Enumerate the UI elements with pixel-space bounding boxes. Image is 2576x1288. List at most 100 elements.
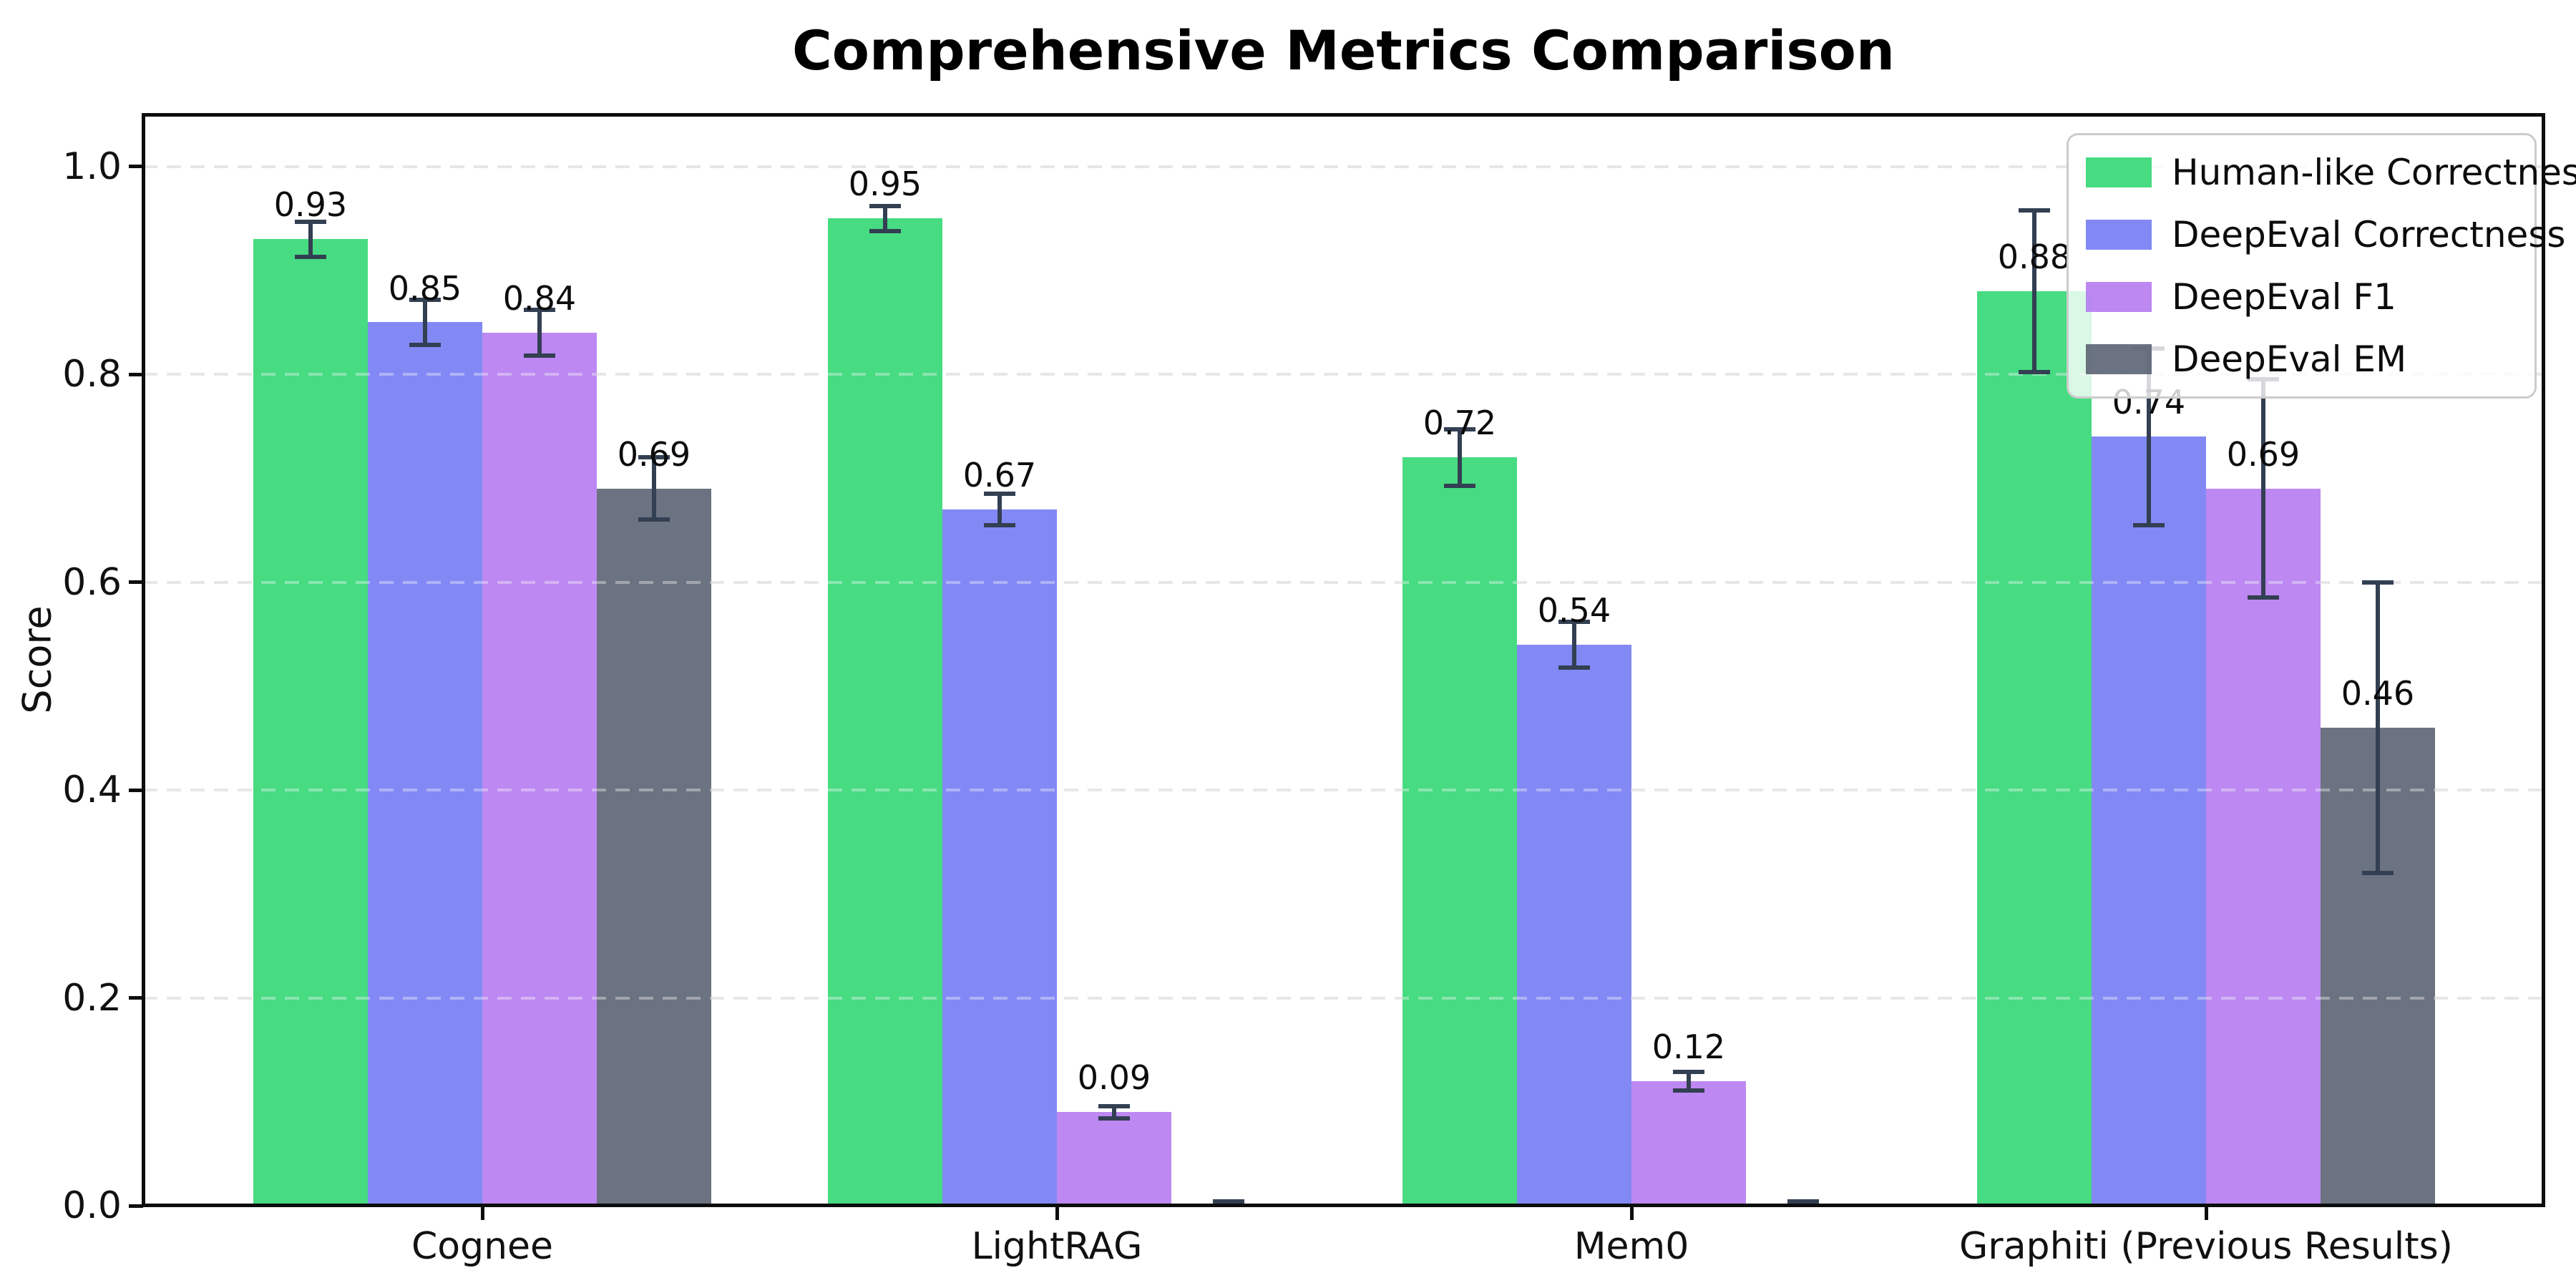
bar-value-label: 0.67 xyxy=(962,455,1037,494)
bar-value-label: 0.69 xyxy=(617,434,691,474)
y-tick-label: 0.0 xyxy=(62,1184,122,1227)
gridline-overlay xyxy=(143,996,2544,1000)
legend-item: DeepEval EM xyxy=(2086,338,2406,381)
error-bar-cap-bottom xyxy=(2248,595,2279,600)
bar-value-label: 0.46 xyxy=(2341,673,2415,713)
bar xyxy=(482,333,597,1206)
chart-title: Comprehensive Metrics Comparison xyxy=(792,19,1895,82)
bar xyxy=(1057,1112,1171,1206)
x-tick xyxy=(2204,1206,2208,1220)
x-tick-label: LightRAG xyxy=(971,1225,1143,1268)
error-bar-cap-top xyxy=(1673,1069,1704,1074)
x-tick-label: Graphiti (Previous Results) xyxy=(1959,1225,2453,1268)
gridline-overlay xyxy=(143,580,2544,584)
bar xyxy=(2092,436,2206,1206)
error-bar-cap-top xyxy=(869,203,901,208)
error-bar-cap-bottom xyxy=(869,228,901,233)
legend-swatch xyxy=(2086,344,2152,374)
error-bar xyxy=(1572,621,1576,668)
bar-value-label: 0.12 xyxy=(1652,1027,1726,1066)
legend: Human-like Correctness DeepEval Correctne… xyxy=(2067,133,2576,399)
bar xyxy=(942,509,1057,1206)
error-bar-cap-top xyxy=(984,492,1015,497)
bar xyxy=(828,218,942,1206)
bar xyxy=(368,322,482,1206)
error-bar xyxy=(1458,429,1462,486)
x-tick xyxy=(480,1206,484,1220)
gridline xyxy=(143,580,2544,584)
gridline-overlay xyxy=(143,373,2544,376)
bar-value-label: 0.54 xyxy=(1537,590,1611,630)
y-tick xyxy=(129,372,143,376)
y-tick xyxy=(129,580,143,585)
y-tick xyxy=(129,788,143,792)
error-bar-cap-bottom xyxy=(2019,370,2050,375)
error-bar-cap-bottom xyxy=(1673,1088,1704,1093)
bar xyxy=(597,488,711,1206)
error-bar-cap-top xyxy=(409,297,441,302)
error-bar-cap-bottom xyxy=(984,522,1015,527)
gridline-overlay xyxy=(143,165,2544,168)
y-tick-label: 0.2 xyxy=(62,976,122,1020)
legend-label: DeepEval Correctness xyxy=(2172,214,2566,255)
bar-value-label: 0.72 xyxy=(1423,404,1497,443)
error-bar-cap-bottom xyxy=(409,343,441,348)
error-bar-cap-top xyxy=(1787,1199,1819,1204)
x-tick xyxy=(1055,1206,1059,1220)
error-bar xyxy=(2147,348,2151,525)
error-bar-cap-top xyxy=(1444,427,1475,432)
bar xyxy=(253,239,368,1206)
y-axis-label-text: Score xyxy=(14,605,60,714)
bar-value-label: 0.69 xyxy=(2226,434,2301,474)
x-tick-label: Cognee xyxy=(411,1225,554,1268)
error-bar-cap-bottom xyxy=(524,353,555,358)
error-bar xyxy=(883,205,887,231)
y-tick xyxy=(129,996,143,1000)
gridline xyxy=(143,373,2544,376)
error-bar xyxy=(2032,210,2036,373)
bar-value-label: 0.88 xyxy=(1997,237,2072,276)
error-bar xyxy=(2376,582,2380,874)
bar xyxy=(1402,457,1517,1206)
error-bar xyxy=(423,299,427,346)
error-bar-cap-top xyxy=(2362,580,2394,585)
bar xyxy=(1631,1080,1746,1206)
error-bar xyxy=(2261,379,2265,598)
bar xyxy=(2206,488,2321,1206)
error-bar xyxy=(1112,1106,1116,1118)
error-bar-cap-bottom xyxy=(2133,522,2165,527)
error-bar-cap-top xyxy=(295,219,326,224)
error-bar-cap-bottom xyxy=(1444,483,1475,488)
error-bar-cap-top xyxy=(1213,1199,1244,1204)
error-bar-cap-bottom xyxy=(295,254,326,259)
legend-swatch xyxy=(2086,220,2152,250)
error-bar xyxy=(308,221,313,257)
error-bar-cap-top xyxy=(2019,208,2050,213)
bar xyxy=(1517,644,1631,1206)
bar-value-label: 0.85 xyxy=(388,268,462,308)
legend-item: Human-like Correctness xyxy=(2086,151,2576,194)
y-tick-label: 1.0 xyxy=(62,145,122,188)
error-bar-cap-bottom xyxy=(2362,871,2394,876)
y-tick xyxy=(129,165,143,169)
bar-value-label: 0.95 xyxy=(848,165,922,204)
bar-value-label: 0.93 xyxy=(273,185,348,225)
y-tick-label: 0.8 xyxy=(62,353,122,396)
y-tick xyxy=(129,1204,143,1208)
error-bar-cap-top xyxy=(638,455,670,460)
legend-item: DeepEval F1 xyxy=(2086,275,2396,318)
error-bar xyxy=(652,457,656,520)
gridline xyxy=(143,789,2544,792)
error-bar-cap-top xyxy=(1098,1103,1130,1108)
bar-value-label: 0.84 xyxy=(502,279,577,318)
legend-item: DeepEval Correctness xyxy=(2086,213,2565,256)
legend-label: Human-like Correctness xyxy=(2172,152,2576,193)
x-tick xyxy=(1629,1206,1634,1220)
bar xyxy=(1977,291,2092,1206)
gridline xyxy=(143,165,2544,168)
legend-swatch xyxy=(2086,282,2152,312)
error-bar xyxy=(1687,1071,1691,1091)
legend-label: DeepEval EM xyxy=(2172,338,2407,380)
error-bar-cap-bottom xyxy=(1098,1116,1130,1121)
